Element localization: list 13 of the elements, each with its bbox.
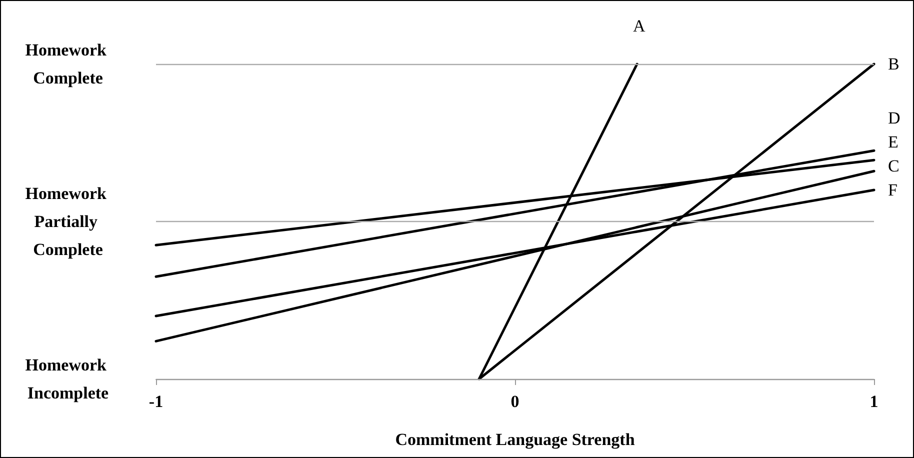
ref-line-label: Homework Incomplete — [25, 356, 111, 402]
series-label: C — [888, 156, 900, 176]
series-label: B — [888, 54, 900, 74]
x-tick-label: -1 — [148, 392, 164, 411]
ref-line-label: Homework Partially Complete — [25, 184, 111, 259]
x-axis-title: Commitment Language Strength — [395, 430, 636, 449]
series-label: A — [633, 16, 646, 36]
x-tick-label: 0 — [510, 392, 520, 411]
series-label: F — [888, 180, 898, 200]
series-label: D — [888, 108, 900, 128]
x-tick-label: 1 — [870, 392, 878, 411]
series-label: E — [888, 132, 898, 152]
ref-line-label: Homework Complete — [25, 40, 111, 88]
